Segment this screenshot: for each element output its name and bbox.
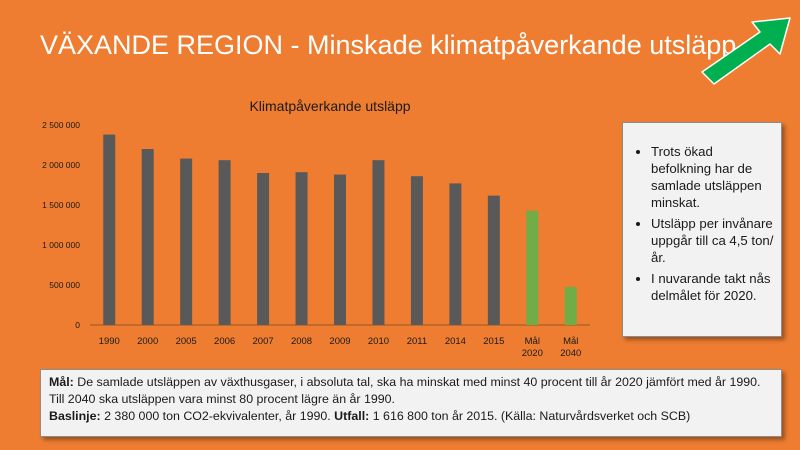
y-tick-label: 2 500 000 xyxy=(42,120,80,130)
chart-title: Klimatpåverkande utsläpp xyxy=(249,98,411,114)
goal-text: De samlade utsläppen av växthusgaser, i … xyxy=(49,375,761,406)
note-bullet-3: I nuvarande takt nås delmålet för 2020. xyxy=(651,270,775,304)
slide-title: VÄXANDE REGION - Minskade klimatpåverkan… xyxy=(40,30,737,60)
notes-box: Trots ökad befolkning har de samlade uts… xyxy=(622,122,782,337)
bar-2000 xyxy=(141,149,154,325)
goal-label: Mål: xyxy=(49,375,74,389)
bar-2007 xyxy=(257,173,270,325)
x-tick-label: 2000 xyxy=(137,336,158,347)
bar-mål-2040 xyxy=(564,286,577,325)
x-tick-label: 1990 xyxy=(99,336,120,347)
arrow-up-right-icon xyxy=(701,17,791,85)
bar-2005 xyxy=(180,158,193,325)
y-tick-label: 0 xyxy=(75,320,80,330)
x-tick-label: 2009 xyxy=(329,336,350,347)
bar-2008 xyxy=(295,172,308,325)
notes-list: Trots ökad befolkning har de samlade uts… xyxy=(629,143,775,304)
baseline-text: 2 380 000 ton CO2-ekvivalenter, år 1990. xyxy=(100,409,335,423)
baseline-label: Baslinje: xyxy=(49,409,101,423)
bar-2015 xyxy=(487,195,500,325)
x-tick-label: 2007 xyxy=(253,336,274,347)
outcome-text: 1 616 800 ton år 2015. (Källa: Naturvård… xyxy=(369,409,691,423)
bar-2006 xyxy=(218,160,231,325)
bar-chart: 0 500 000 1 000 000 1 500 000 2 000 000 2 500… xyxy=(42,120,590,359)
x-tick-label: 2014 xyxy=(445,336,466,347)
bar-2009 xyxy=(334,174,346,325)
y-tick-label: 1 000 000 xyxy=(42,240,80,250)
x-tick-label: 2005 xyxy=(176,336,197,347)
x-tick-label: 2010 xyxy=(368,336,389,347)
bar-2011 xyxy=(410,176,423,325)
x-tick-label: Mål 2020 xyxy=(522,336,543,359)
bar-1990 xyxy=(103,134,116,325)
x-tick-label: 2011 xyxy=(407,336,427,347)
bar-2014 xyxy=(449,183,462,325)
goal-box: Mål: De samlade utsläppen av växthusgase… xyxy=(40,369,782,437)
baseline-paragraph: Baslinje: 2 380 000 ton CO2-ekvivalenter… xyxy=(49,408,773,425)
x-tick-label: Mål 2040 xyxy=(560,336,581,359)
y-tick-label: 2 000 000 xyxy=(42,160,80,170)
note-bullet-1: Trots ökad befolkning har de samlade uts… xyxy=(651,143,775,211)
outcome-label: Utfall: xyxy=(334,409,370,423)
x-tick-label: 2015 xyxy=(483,336,504,347)
x-tick-label: 2006 xyxy=(214,336,235,347)
x-tick-label: 2008 xyxy=(291,336,312,347)
bar-mål-2020 xyxy=(526,210,539,325)
y-tick-label: 1 500 000 xyxy=(42,200,80,210)
y-tick-label: 500 000 xyxy=(49,280,80,290)
bar-2010 xyxy=(372,160,385,325)
goal-paragraph: Mål: De samlade utsläppen av växthusgase… xyxy=(49,374,773,408)
note-bullet-2: Utsläpp per invånare uppgår till ca 4,5 … xyxy=(651,215,775,266)
